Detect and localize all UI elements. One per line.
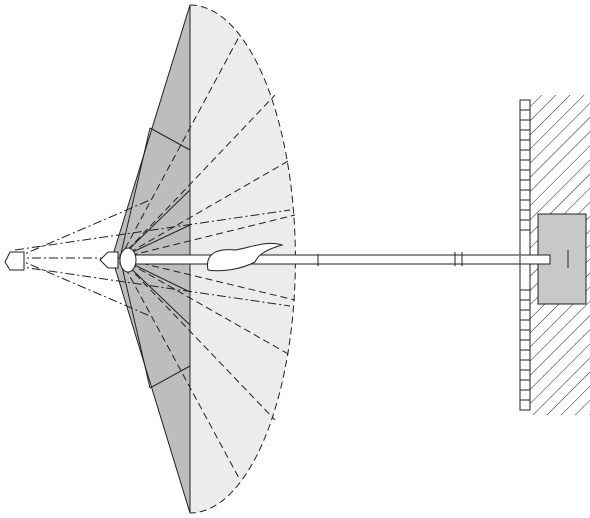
rib-projections [119,34,296,481]
tip-projection [4,251,25,271]
tip [99,251,119,269]
hub [119,247,137,273]
pole-shaft [119,254,551,265]
projection-cone [14,199,291,317]
wall-bricks [520,109,530,401]
handle [206,242,284,272]
anchor-block [537,213,587,305]
ribs [119,127,191,389]
pole-joints [317,250,569,268]
pole [4,242,569,273]
